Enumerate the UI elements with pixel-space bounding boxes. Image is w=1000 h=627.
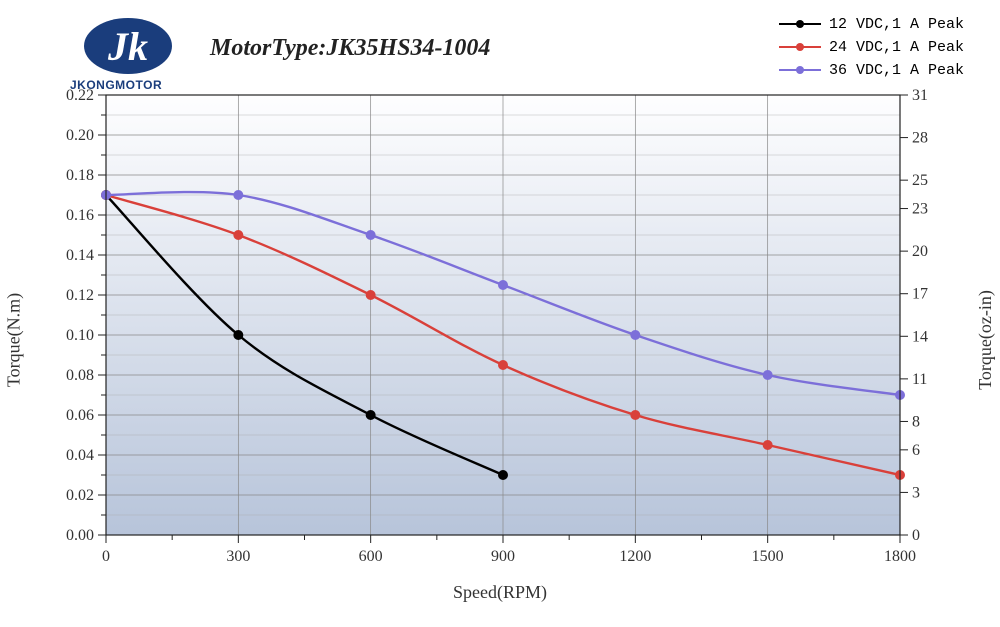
svg-text:20: 20	[912, 243, 928, 260]
x-axis-label: Speed(RPM)	[453, 582, 547, 603]
header: Jk JKONGMOTOR MotorType:JK35HS34-1004	[70, 18, 490, 78]
svg-text:1800: 1800	[884, 548, 916, 565]
svg-text:0.18: 0.18	[66, 167, 94, 184]
svg-text:6: 6	[912, 442, 920, 459]
svg-text:0.06: 0.06	[66, 407, 94, 424]
svg-text:900: 900	[491, 548, 515, 565]
legend-item: 36 VDC,1 A Peak	[779, 60, 964, 80]
svg-text:0.02: 0.02	[66, 487, 94, 504]
chart-svg: 0.00 0.02 0.04 0.06 0.08 0.10 0.12 0.14 0.16 0.18…	[36, 85, 964, 595]
svg-text:25: 25	[912, 172, 928, 189]
svg-text:17: 17	[912, 286, 928, 303]
svg-text:8: 8	[912, 413, 920, 430]
y-axis-left-label: Torque(N.m)	[4, 293, 25, 387]
legend-label: 36 VDC,1 A Peak	[829, 62, 964, 79]
svg-text:31: 31	[912, 87, 928, 104]
legend-item: 24 VDC,1 A Peak	[779, 37, 964, 57]
svg-text:0.14: 0.14	[66, 247, 94, 264]
logo-letter: Jk	[108, 23, 148, 70]
svg-text:600: 600	[359, 548, 383, 565]
svg-text:11: 11	[912, 371, 927, 388]
legend-label: 24 VDC,1 A Peak	[829, 39, 964, 56]
legend: 12 VDC,1 A Peak 24 VDC,1 A Peak 36 VDC,1 A…	[779, 14, 964, 83]
svg-text:0: 0	[912, 527, 920, 544]
chart: Torque(N.m) Torque(oz-in) Speed(RPM) 0.0…	[36, 85, 964, 595]
chart-title: MotorType:JK35HS34-1004	[210, 35, 490, 62]
svg-text:1200: 1200	[619, 548, 651, 565]
logo: Jk JKONGMOTOR	[70, 18, 190, 78]
svg-text:0.00: 0.00	[66, 527, 94, 544]
svg-text:0.12: 0.12	[66, 287, 94, 304]
logo-oval: Jk	[84, 18, 172, 74]
legend-label: 12 VDC,1 A Peak	[829, 16, 964, 33]
svg-text:0.16: 0.16	[66, 207, 94, 224]
svg-text:0.04: 0.04	[66, 447, 94, 464]
svg-text:3: 3	[912, 484, 920, 501]
legend-item: 12 VDC,1 A Peak	[779, 14, 964, 34]
svg-text:0.08: 0.08	[66, 367, 94, 384]
svg-text:14: 14	[912, 328, 928, 345]
svg-text:28: 28	[912, 130, 928, 147]
svg-text:0.20: 0.20	[66, 127, 94, 144]
legend-marker	[779, 69, 821, 71]
svg-text:300: 300	[226, 548, 250, 565]
legend-marker	[779, 46, 821, 48]
legend-marker	[779, 23, 821, 25]
y-axis-right-label: Torque(oz-in)	[976, 290, 997, 390]
svg-text:1500: 1500	[752, 548, 784, 565]
svg-text:0.10: 0.10	[66, 327, 94, 344]
svg-text:23: 23	[912, 201, 928, 218]
svg-text:0: 0	[102, 548, 110, 565]
svg-text:0.22: 0.22	[66, 87, 94, 104]
